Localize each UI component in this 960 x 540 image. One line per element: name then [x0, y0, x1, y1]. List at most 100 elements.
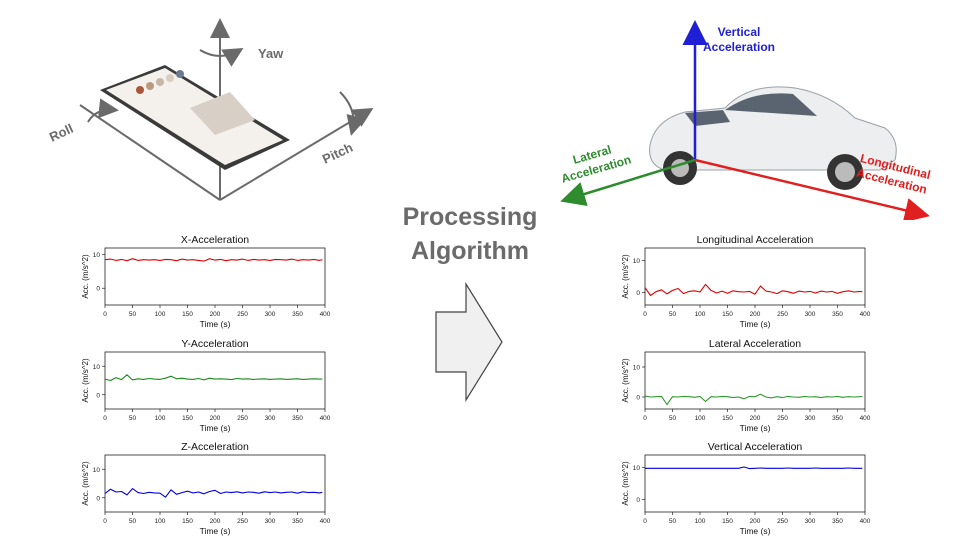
lateral-axis — [560, 158, 696, 207]
vertical-label-line1: Vertical — [718, 25, 761, 39]
longitudinal-axis — [694, 158, 930, 220]
x-tick-label: 300 — [805, 518, 816, 525]
series-line — [104, 258, 323, 262]
y-tick-label: 10 — [633, 365, 641, 372]
x-tick-label: 200 — [750, 415, 761, 422]
x-tick-label: 150 — [182, 311, 193, 318]
x-tick-label: 100 — [155, 518, 166, 525]
x-tick-label: 150 — [182, 415, 193, 422]
x-tick-label: 300 — [805, 311, 816, 318]
z-acceleration-chart: Z-Acceleration 0 50 100 150 200 250 300 350 400 0 1… — [81, 441, 331, 536]
x-tick-label: 0 — [103, 415, 107, 422]
plot-frame — [644, 454, 866, 513]
y-acceleration-chart: Y-Acceleration 0 50 100 150 200 250 300 350 400 0 1… — [81, 338, 331, 433]
x-axis-label: Time (s) — [740, 423, 771, 433]
chart-title: Longitudinal Acceleration — [697, 234, 814, 246]
y-axis-label: Acc. (m/s^2) — [81, 358, 90, 403]
y-tick-label: 0 — [96, 495, 100, 502]
vertical-label-line2: Acceleration — [703, 40, 775, 54]
roll-axis — [79, 104, 221, 201]
x-tick-label: 300 — [805, 415, 816, 422]
roll-rotation-arc — [87, 98, 119, 123]
chart-title: X-Acceleration — [181, 234, 249, 246]
y-tick-label: 0 — [96, 286, 100, 293]
x-axis-label: Time (s) — [740, 526, 771, 536]
x-tick-label: 400 — [860, 415, 871, 422]
x-tick-label: 200 — [210, 311, 221, 318]
x-tick-label: 100 — [155, 311, 166, 318]
x-tick-label: 400 — [320, 518, 331, 525]
x-tick-label: 300 — [265, 311, 276, 318]
y-axis-label: Acc. (m/s^2) — [621, 358, 630, 403]
x-tick-label: 50 — [129, 311, 137, 318]
x-tick-label: 200 — [750, 518, 761, 525]
x-tick-label: 0 — [103, 518, 107, 525]
y-tick-label: 10 — [633, 258, 641, 265]
chart-title: Z-Acceleration — [181, 441, 249, 453]
x-tick-label: 50 — [129, 415, 137, 422]
yaw-rotation-arc — [199, 47, 244, 67]
processing-arrow-icon — [435, 281, 503, 403]
x-tick-label: 350 — [292, 518, 303, 525]
series-line — [104, 488, 323, 498]
chart-title: Y-Acceleration — [181, 338, 248, 350]
y-axis-label: Acc. (m/s^2) — [621, 461, 630, 506]
y-tick-label: 0 — [636, 497, 640, 504]
y-tick-label: 0 — [636, 290, 640, 297]
x-tick-label: 250 — [777, 311, 788, 318]
yaw-label: Yaw — [258, 46, 284, 61]
x-tick-label: 100 — [695, 415, 706, 422]
plot-frame — [644, 351, 866, 410]
x-tick-label: 0 — [643, 415, 647, 422]
y-tick-label: 10 — [93, 364, 101, 371]
chart-title: Lateral Acceleration — [709, 338, 801, 350]
plot-frame — [644, 247, 866, 306]
processing-title: Processing Algorithm — [380, 200, 560, 268]
x-tick-label: 250 — [777, 518, 788, 525]
plot-frame — [104, 454, 326, 513]
x-tick-label: 150 — [182, 518, 193, 525]
x-tick-label: 250 — [237, 415, 248, 422]
x-tick-label: 100 — [695, 518, 706, 525]
x-tick-label: 350 — [292, 311, 303, 318]
x-tick-label: 150 — [722, 311, 733, 318]
series-line — [644, 393, 863, 406]
x-tick-label: 100 — [695, 311, 706, 318]
x-tick-label: 400 — [860, 518, 871, 525]
x-tick-label: 50 — [669, 311, 677, 318]
x-tick-label: 250 — [237, 518, 248, 525]
x-axis-label: Time (s) — [200, 526, 231, 536]
series-line — [644, 283, 863, 297]
phone-orientation-diagram: Yaw Pitch Roll — [47, 18, 374, 201]
x-tick-label: 350 — [832, 518, 843, 525]
vehicle-frame-diagram: Vertical Acceleration Lateral Accelerati… — [560, 20, 932, 220]
chart-title: Vertical Acceleration — [708, 441, 803, 453]
pitch-label: Pitch — [320, 140, 355, 167]
y-axis-label: Acc. (m/s^2) — [621, 254, 630, 299]
pitch-axis — [219, 107, 374, 201]
series-line — [645, 466, 863, 470]
x-tick-label: 0 — [103, 311, 107, 318]
x-acceleration-chart: X-Acceleration 0 50 100 150 200 250 300 350 400 0 1… — [81, 234, 331, 329]
roll-label: Roll — [47, 121, 76, 145]
x-tick-label: 0 — [643, 311, 647, 318]
x-tick-label: 300 — [265, 415, 276, 422]
x-tick-label: 250 — [237, 311, 248, 318]
y-axis-label: Acc. (m/s^2) — [81, 461, 90, 506]
processing-title-line1: Processing — [402, 203, 538, 231]
y-tick-label: 0 — [96, 392, 100, 399]
processing-title-line2: Algorithm — [410, 237, 530, 265]
x-tick-label: 50 — [669, 415, 677, 422]
x-tick-label: 400 — [860, 311, 871, 318]
x-tick-label: 350 — [292, 415, 303, 422]
x-axis-label: Time (s) — [200, 423, 231, 433]
x-tick-label: 350 — [832, 415, 843, 422]
y-tick-label: 10 — [633, 465, 641, 472]
plot-frame — [104, 351, 326, 410]
smartphone-icon — [100, 65, 290, 170]
x-tick-label: 50 — [669, 518, 677, 525]
